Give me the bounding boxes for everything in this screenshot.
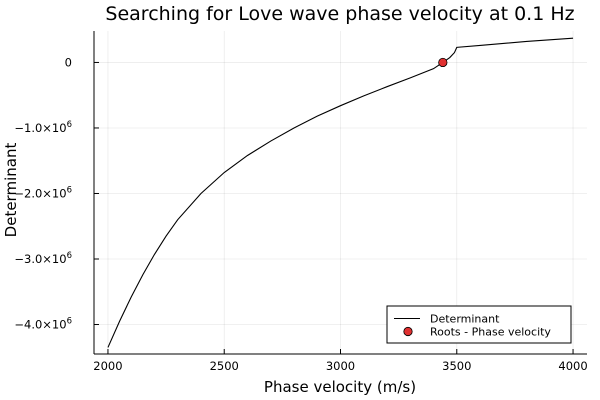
tick-labels: 2000 2500 3000 3500 4000 0 −1.0×106 −2.0×106 −3.…	[14, 55, 587, 373]
x-tick-label: 3000	[326, 359, 355, 373]
chart-title: Searching for Love wave phase velocity a…	[105, 3, 574, 25]
legend-marker-roots	[403, 326, 413, 337]
x-tick-label: 2000	[93, 359, 122, 373]
x-tick-label: 3500	[442, 359, 471, 373]
y-axis-label: Determinant	[2, 143, 20, 238]
x-tick-label: 2500	[210, 359, 239, 373]
y-tick-label: −2.0×106	[14, 185, 72, 200]
y-tick-label: −1.0×106	[14, 120, 72, 135]
x-tick-label: 4000	[558, 359, 587, 373]
x-axis-label: Phase velocity (m/s)	[264, 378, 416, 396]
legend-box	[386, 305, 572, 344]
series-layer	[107, 37, 574, 348]
root-point	[438, 57, 448, 68]
y-tick-label: −3.0×106	[14, 251, 72, 266]
y-tick-label: 0	[65, 55, 72, 69]
determinant-series-line	[107, 37, 574, 348]
legend-label-roots: Roots - Phase velocity	[430, 326, 551, 339]
axes	[93, 31, 587, 355]
legend: Determinant Roots - Phase velocity	[386, 305, 572, 344]
y-tick-label: −4.0×106	[14, 317, 72, 332]
legend-label-determinant: Determinant	[430, 313, 500, 326]
